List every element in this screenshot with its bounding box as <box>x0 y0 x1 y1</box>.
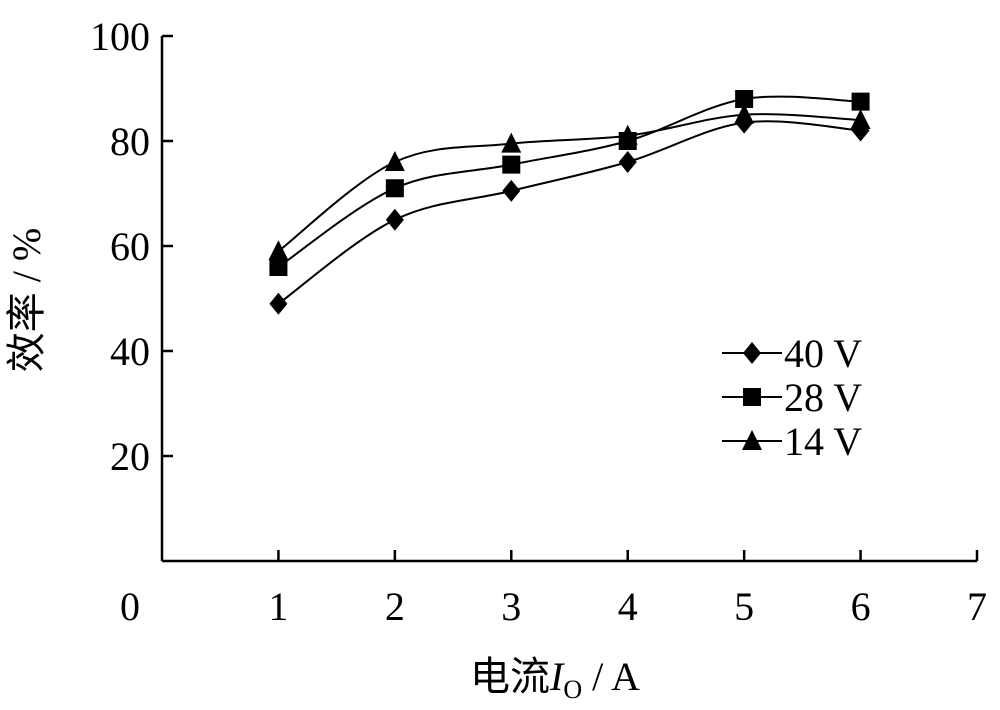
x-tick-label: 3 <box>501 584 521 629</box>
data-point-square <box>735 90 754 108</box>
data-point-diamond <box>618 151 637 173</box>
y-tick-label: 40 <box>110 329 150 374</box>
legend-label: 40 V <box>784 331 862 376</box>
data-point-triangle <box>850 109 871 129</box>
x-tick-label: 7 <box>967 584 987 629</box>
x-axis-label-main: 电流 <box>470 654 550 699</box>
data-point-diamond <box>269 292 288 315</box>
legend-marker-diamond <box>743 342 761 364</box>
tick-labels: 0 1 2 3 4 5 6 7 20 40 60 80 100 <box>90 14 987 629</box>
y-tick-label: 60 <box>110 224 150 269</box>
x-axis-label-variable: I <box>549 654 565 699</box>
series-line <box>277 120 861 305</box>
data-point-triangle <box>734 103 755 124</box>
x-axis-label-subscript: O <box>563 675 582 704</box>
tick-marks <box>162 34 979 561</box>
legend-label: 14 V <box>784 419 862 464</box>
x-tick-label: 0 <box>120 584 140 629</box>
x-axis-label: 电流IO / A <box>470 654 640 704</box>
legend-label: 28 V <box>784 375 862 420</box>
data-point-square <box>502 155 521 174</box>
y-tick-label: 100 <box>90 14 150 59</box>
data-point-square <box>385 179 404 198</box>
data-point-triangle <box>268 240 289 261</box>
data-point-triangle <box>384 151 405 171</box>
x-tick-label: 5 <box>734 584 754 629</box>
data-point-triangle <box>501 132 522 153</box>
y-tick-label: 80 <box>110 119 150 164</box>
x-axis-label-unit: / A <box>582 654 640 699</box>
axes <box>160 36 977 563</box>
series-markers <box>268 90 871 315</box>
x-tick-label: 4 <box>618 584 638 629</box>
x-tick-label: 2 <box>385 584 405 629</box>
data-point-square <box>851 92 870 111</box>
legend-marker-triangle <box>742 430 762 450</box>
series-line <box>277 113 861 253</box>
legend-marker-square <box>743 388 761 406</box>
legend: 40 V28 V14 V <box>722 331 862 464</box>
data-point-square <box>269 258 288 276</box>
x-tick-label: 1 <box>268 584 288 629</box>
data-point-triangle <box>617 124 638 145</box>
series-line <box>277 95 861 268</box>
x-tick-label: 6 <box>851 584 871 629</box>
data-point-diamond <box>502 179 521 202</box>
y-tick-label: 20 <box>110 434 150 479</box>
data-point-diamond <box>385 208 404 231</box>
y-axis-label: 效率 / % <box>4 228 49 372</box>
series-lines <box>277 95 861 305</box>
